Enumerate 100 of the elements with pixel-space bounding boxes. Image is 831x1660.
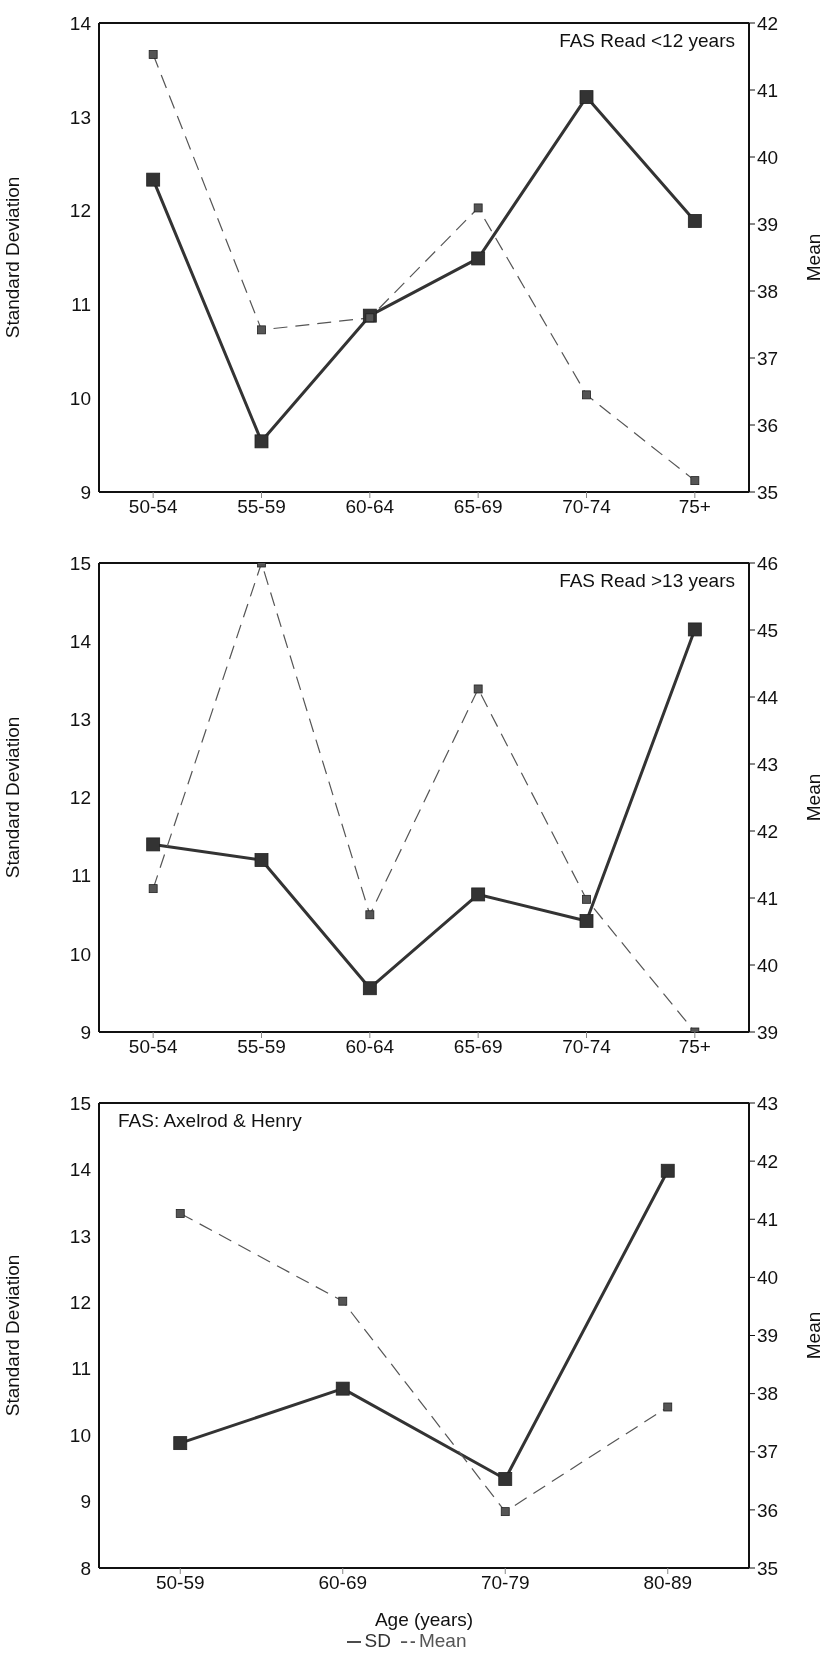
y-tick-label: 12 [69,787,91,809]
y2-tick-label: 41 [757,1208,779,1230]
x-tick-label: 70-79 [480,1572,530,1594]
x-tick-label: 50-59 [155,1572,205,1594]
y-tick-label: 11 [71,1358,91,1380]
point [687,622,702,637]
x-tick-label: 50-54 [128,1036,178,1058]
point [579,914,594,928]
point [579,90,594,104]
point [473,203,483,213]
point [362,981,377,996]
point [257,325,266,335]
y2-tick-label: 45 [757,619,779,641]
point [582,894,591,904]
y-tick-label: 13 [69,709,91,731]
point [498,1472,513,1486]
y-tick-label: 10 [69,943,91,965]
y2-tick-label: 40 [757,146,779,168]
point [148,50,158,59]
point [690,476,700,486]
y2-tick-label: 46 [757,552,779,574]
legend-label: Mean [418,1630,467,1651]
point [254,853,269,867]
y-tick-label: 11 [71,294,91,316]
point [146,172,161,187]
y2-tick-label: 40 [757,954,779,976]
point [365,910,375,920]
y2-tick-label: 36 [757,414,779,436]
y2-tick-label: 38 [757,1383,779,1405]
x-tick-label: 50-54 [128,496,178,518]
legend-label: SD [364,1630,391,1651]
y-axis-title: Standard Deviation [1,716,23,879]
point [173,1436,188,1451]
y-tick-label: 10 [69,1424,91,1446]
y2-tick-label: 41 [757,887,779,909]
x-tick-label: 70-74 [562,1036,612,1058]
y2-tick-label: 39 [757,213,779,235]
y2-axis-title: Mean [802,233,824,282]
y-axis-title: Standard Deviation [1,1254,23,1417]
x-tick-label: 80-89 [643,1572,693,1594]
y2-tick-label: 44 [757,686,779,708]
y2-tick-label: 42 [757,12,779,34]
y2-tick-label: 37 [757,347,779,369]
x-tick-label: 75+ [678,496,711,518]
y-tick-label: 13 [69,106,91,128]
x-tick-label: 75+ [678,1036,711,1058]
y-axis-title: Standard Deviation [1,176,23,339]
x-tick-label: 60-64 [345,1036,395,1058]
point [471,251,486,266]
point [148,884,158,894]
y2-tick-label: 35 [757,1557,779,1579]
point [146,837,161,852]
point [663,1402,673,1412]
point [687,214,702,228]
y-tick-label: 14 [69,12,92,34]
point [335,1381,350,1396]
x-tick-label: 55-59 [237,496,286,518]
point [254,434,269,449]
y-tick-label: 12 [69,200,91,222]
point [471,887,486,902]
point [500,1507,510,1517]
chart-title: FAS: Axelrod & Henry [118,1110,302,1132]
y-tick-label: 10 [69,387,91,409]
x-tick-label: 70-74 [562,496,612,518]
y2-tick-label: 40 [757,1267,779,1289]
y2-tick-label: 43 [757,753,779,775]
y-tick-label: 12 [69,1292,91,1314]
chart-title: FAS Read <12 years [559,30,735,52]
point [582,390,591,400]
y2-tick-label: 35 [757,481,779,503]
y-tick-label: 8 [80,1557,91,1579]
y2-tick-label: 39 [757,1021,779,1043]
chart-title: FAS Read >13 years [559,570,735,592]
y-tick-label: 14 [69,630,92,652]
y-tick-label: 14 [69,1159,92,1181]
y-tick-label: 11 [71,865,91,887]
y-tick-label: 13 [69,1225,91,1247]
x-tick-label: 65-69 [453,496,503,518]
point [175,1209,185,1218]
y-tick-label: 15 [69,1092,91,1114]
y2-tick-label: 37 [757,1441,779,1463]
y2-axis-title: Mean [802,1311,824,1360]
y2-tick-label: 43 [757,1092,779,1114]
point [338,1296,348,1306]
x-tick-label: 55-59 [237,1036,286,1058]
y-tick-label: 9 [80,1021,91,1043]
y2-tick-label: 36 [757,1499,779,1521]
x-tick-label: 60-64 [345,496,395,518]
x-axis-title: Age (years) [374,1609,474,1630]
y-tick-label: 15 [69,552,91,574]
y-tick-label: 9 [80,481,91,503]
x-tick-label: 60-69 [318,1572,368,1594]
point [660,1163,675,1178]
y2-tick-label: 42 [757,820,779,842]
y2-tick-label: 42 [757,1150,779,1172]
x-tick-label: 65-69 [453,1036,503,1058]
y2-axis-title: Mean [802,773,824,822]
y-tick-label: 9 [80,1491,91,1513]
y2-tick-label: 38 [757,280,779,302]
point [473,684,483,694]
